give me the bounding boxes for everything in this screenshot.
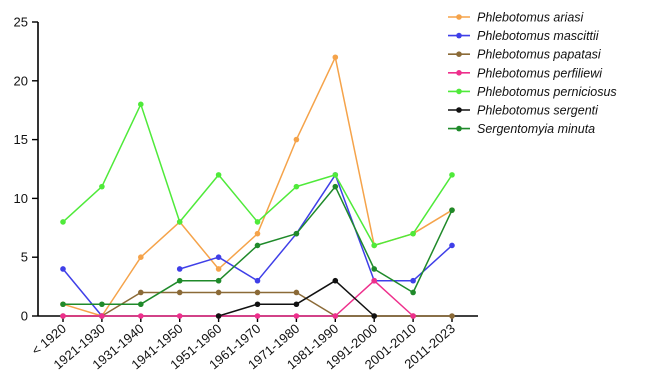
data-point	[138, 254, 144, 260]
data-point	[254, 219, 261, 225]
data-point	[410, 289, 416, 296]
legend-item: Phlebotomus mascittii	[448, 29, 600, 43]
series-4	[60, 101, 455, 249]
legend-swatch-point	[456, 125, 462, 132]
data-point	[138, 101, 144, 108]
legend-item: Phlebotomus perfiliewi	[448, 66, 603, 80]
data-point	[176, 219, 183, 225]
axes	[37, 22, 478, 317]
x-ticks: < 19201921-19301931-19401941-19501951-19…	[29, 316, 458, 372]
data-point	[410, 277, 416, 284]
data-point	[254, 277, 261, 284]
data-point	[215, 289, 222, 296]
data-point	[293, 183, 300, 190]
legend-label: Phlebotomus perfiliewi	[477, 66, 603, 80]
data-point	[254, 230, 261, 237]
data-point	[293, 230, 300, 237]
y-tick-label: 15	[14, 132, 28, 147]
series-5	[215, 277, 378, 319]
data-point	[99, 183, 105, 190]
data-point	[60, 301, 66, 308]
data-point	[293, 313, 300, 319]
data-point	[60, 313, 66, 319]
legend-item: Phlebotomus papatasi	[448, 48, 602, 62]
legend-label: Sergentomyia minuta	[477, 122, 595, 136]
legend-item: Phlebotomus perniciosus	[448, 85, 617, 99]
legend-label: Phlebotomus ariasi	[477, 11, 585, 25]
data-point	[332, 54, 339, 61]
data-point	[99, 301, 105, 308]
legend-label: Phlebotomus mascittii	[477, 29, 600, 43]
data-point	[138, 289, 144, 296]
data-point	[60, 219, 66, 225]
data-point	[254, 289, 261, 296]
legend-label: Phlebotomus perniciosus	[477, 85, 617, 99]
y-tick-label: 25	[14, 15, 28, 30]
data-point	[176, 289, 183, 296]
data-point	[176, 266, 183, 272]
y-tick-label: 10	[14, 191, 28, 206]
data-point	[215, 313, 222, 319]
data-point	[332, 183, 339, 190]
data-point	[215, 277, 222, 284]
series-line	[62, 56, 453, 317]
data-point	[371, 242, 378, 249]
legend-swatch-point	[456, 32, 462, 39]
legend-swatch-point	[456, 51, 462, 57]
data-point	[293, 136, 300, 143]
data-point	[332, 313, 339, 319]
y-tick-label: 0	[21, 309, 28, 324]
data-point	[138, 313, 144, 319]
legend-swatch-point	[456, 14, 462, 20]
data-point	[176, 277, 183, 284]
y-tick-label: 20	[14, 73, 28, 88]
legend-swatch-point	[456, 107, 462, 113]
legend-item: Phlebotomus sergenti	[448, 104, 599, 118]
data-point	[176, 313, 183, 319]
data-point	[293, 301, 300, 308]
data-point	[254, 301, 261, 308]
data-point	[138, 301, 144, 308]
series-line	[218, 279, 375, 317]
data-point	[254, 313, 261, 319]
data-point	[60, 266, 66, 272]
legend: Phlebotomus ariasi Phlebotomus mascittii P…	[448, 11, 617, 136]
legend-swatch-point	[456, 88, 462, 95]
data-point	[449, 207, 455, 213]
legend-item: Phlebotomus ariasi	[448, 11, 585, 25]
data-point	[332, 172, 339, 178]
data-point	[215, 266, 222, 272]
legend-item: Sergentomyia minuta	[448, 122, 595, 136]
data-point	[449, 172, 455, 178]
data-point	[215, 254, 222, 260]
data-point	[449, 313, 455, 319]
data-point	[410, 230, 416, 237]
y-ticks: 0 5 10 15 20 25	[14, 15, 38, 324]
legend-swatch-point	[456, 70, 462, 76]
series-group	[60, 54, 455, 319]
data-point	[99, 313, 105, 319]
data-point	[215, 172, 222, 178]
series-6	[60, 183, 455, 308]
data-point	[332, 277, 339, 284]
y-tick-label: 5	[21, 250, 28, 265]
data-point	[449, 242, 455, 249]
data-point	[371, 266, 378, 272]
series-line	[179, 174, 453, 282]
data-point	[254, 242, 261, 249]
series-line	[62, 268, 103, 317]
data-point	[371, 313, 378, 319]
data-point	[410, 313, 416, 319]
data-point	[293, 289, 300, 296]
legend-label: Phlebotomus papatasi	[477, 48, 602, 62]
data-point	[371, 277, 378, 284]
legend-label: Phlebotomus sergenti	[477, 104, 599, 118]
